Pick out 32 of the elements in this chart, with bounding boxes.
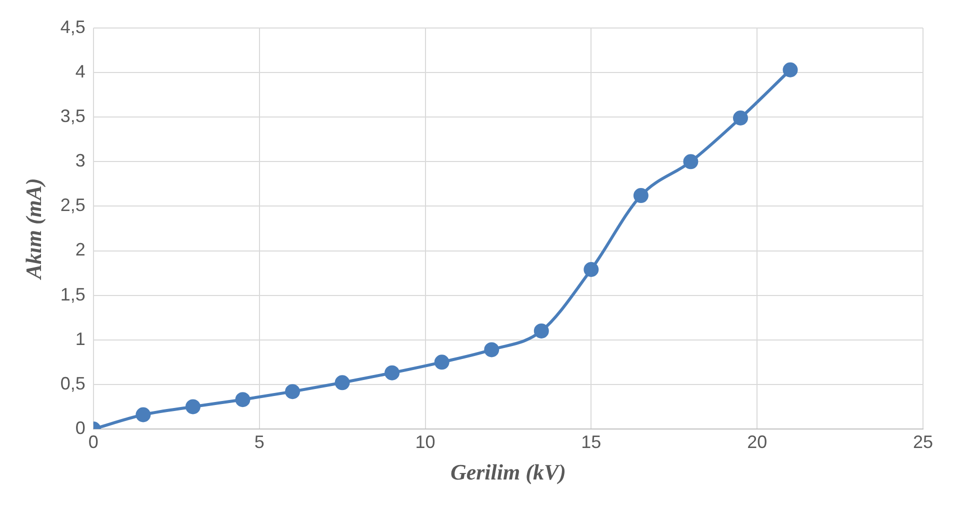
point bbox=[484, 342, 500, 358]
y-tick-label: 3,5 bbox=[60, 106, 86, 126]
y-tick-label: 0,5 bbox=[60, 373, 86, 394]
point bbox=[235, 392, 250, 408]
y-tick-label: 1,5 bbox=[60, 284, 86, 304]
x-tick-label: 15 bbox=[581, 432, 602, 452]
point bbox=[633, 188, 648, 204]
y-tick-label: 4,5 bbox=[60, 16, 86, 37]
y-tick-label: 3 bbox=[75, 150, 86, 171]
x-tick-label: 20 bbox=[747, 432, 768, 452]
point bbox=[334, 375, 350, 390]
x-tick-label: 0 bbox=[88, 432, 98, 452]
y-tick-label: 2,5 bbox=[60, 195, 86, 216]
x-tick-label: 25 bbox=[912, 432, 934, 452]
point bbox=[683, 154, 698, 170]
point bbox=[384, 365, 400, 380]
y-tick-label: 2 bbox=[75, 240, 86, 260]
point bbox=[136, 407, 151, 422]
point bbox=[732, 110, 748, 126]
point bbox=[534, 323, 549, 338]
y-axis-title: Akım (mA) bbox=[20, 178, 46, 281]
point bbox=[782, 62, 798, 78]
point bbox=[185, 399, 200, 414]
point bbox=[584, 262, 599, 277]
point bbox=[434, 354, 450, 370]
point bbox=[285, 384, 300, 400]
x-tick-label: 10 bbox=[415, 432, 436, 452]
y-tick-label: 4 bbox=[75, 62, 86, 82]
x-axis-title: Gerilim (kV) bbox=[450, 459, 566, 484]
y-tick-label: 0 bbox=[75, 418, 86, 438]
x-tick-label: 5 bbox=[254, 432, 264, 452]
y-tick-label: 1 bbox=[75, 328, 86, 349]
